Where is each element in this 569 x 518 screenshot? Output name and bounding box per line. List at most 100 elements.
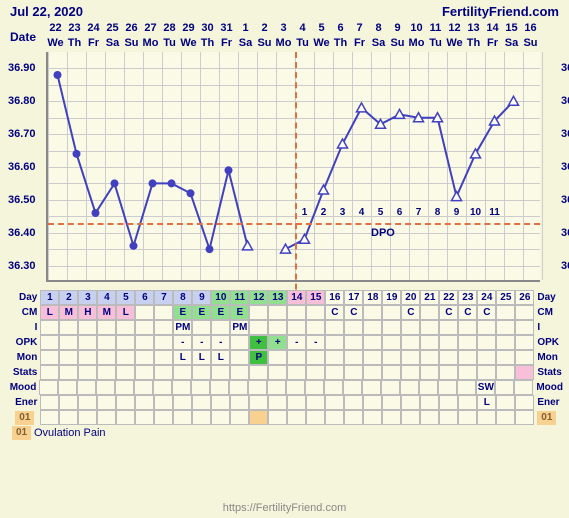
cell bbox=[40, 335, 59, 350]
row-label: Day bbox=[6, 292, 40, 303]
cell bbox=[363, 350, 382, 365]
dpo-number: 11 bbox=[485, 207, 504, 218]
date-header: 22 bbox=[46, 22, 65, 34]
cell bbox=[458, 350, 477, 365]
cell bbox=[325, 395, 344, 410]
cell bbox=[496, 335, 515, 350]
cell: + bbox=[268, 335, 287, 350]
date-header: 11 bbox=[426, 22, 445, 34]
cell bbox=[363, 365, 382, 380]
dow-header: Mo bbox=[141, 37, 160, 49]
y-tick: 36.70 bbox=[8, 128, 36, 140]
cell bbox=[381, 380, 400, 395]
cell bbox=[58, 380, 77, 395]
cell bbox=[514, 380, 533, 395]
dow-header: Su bbox=[521, 37, 540, 49]
cell bbox=[420, 335, 439, 350]
date-header: 24 bbox=[84, 22, 103, 34]
dow-header: We bbox=[179, 37, 198, 49]
cell bbox=[192, 395, 211, 410]
cell bbox=[344, 350, 363, 365]
cell bbox=[515, 350, 534, 365]
cell bbox=[401, 395, 420, 410]
cell bbox=[97, 410, 116, 425]
cell bbox=[267, 380, 286, 395]
cell bbox=[419, 380, 438, 395]
dow-header: Fr bbox=[217, 37, 236, 49]
cell bbox=[477, 335, 496, 350]
cell bbox=[97, 320, 116, 335]
cell bbox=[116, 320, 135, 335]
date-header: 16 bbox=[521, 22, 540, 34]
cell bbox=[78, 365, 97, 380]
cell bbox=[401, 410, 420, 425]
cell bbox=[39, 380, 58, 395]
cell bbox=[420, 395, 439, 410]
cell bbox=[268, 305, 287, 320]
note-badge: 01 bbox=[12, 426, 31, 440]
dpo-number: 1 bbox=[295, 207, 314, 218]
cell bbox=[40, 395, 59, 410]
cell bbox=[191, 380, 210, 395]
dow-header: Mo bbox=[274, 37, 293, 49]
dow-header: Th bbox=[331, 37, 350, 49]
date-header: 25 bbox=[103, 22, 122, 34]
dow-header: Fr bbox=[350, 37, 369, 49]
date-header: 2 bbox=[255, 22, 274, 34]
cell bbox=[344, 335, 363, 350]
cell: C bbox=[401, 305, 420, 320]
cell bbox=[496, 395, 515, 410]
dow-header: Sa bbox=[369, 37, 388, 49]
cell: M bbox=[59, 305, 78, 320]
cell: C bbox=[344, 305, 363, 320]
cell: C bbox=[325, 305, 344, 320]
row-label-right: Ener bbox=[534, 397, 563, 408]
cell bbox=[78, 410, 97, 425]
dow-header: Sa bbox=[103, 37, 122, 49]
cell bbox=[458, 410, 477, 425]
cell: 24 bbox=[477, 290, 496, 305]
bbt-chart: 1234567891011DPO bbox=[46, 52, 540, 282]
dow-header: Mo bbox=[407, 37, 426, 49]
date-header: 15 bbox=[502, 22, 521, 34]
cell: 16 bbox=[325, 290, 344, 305]
cell bbox=[382, 410, 401, 425]
cell bbox=[515, 335, 534, 350]
y-tick: 36.30 bbox=[8, 260, 36, 272]
y-tick: 36.40 bbox=[8, 227, 36, 239]
cell bbox=[439, 365, 458, 380]
cell bbox=[495, 380, 514, 395]
cell bbox=[249, 365, 268, 380]
cell bbox=[59, 395, 78, 410]
cell bbox=[249, 305, 268, 320]
footer-url: https://FertilityFriend.com bbox=[0, 502, 569, 514]
cell: 8 bbox=[173, 290, 192, 305]
row-label-right: Mood bbox=[533, 382, 563, 393]
cell bbox=[515, 365, 534, 380]
cell bbox=[154, 335, 173, 350]
header-date: Jul 22, 2020 bbox=[10, 4, 83, 19]
row-mood: MoodSWMood bbox=[6, 380, 563, 395]
y-tick: 36.80 bbox=[8, 95, 36, 107]
cell bbox=[401, 365, 420, 380]
note-indicator-row: 0101 bbox=[6, 410, 563, 425]
row-stats: Stats Stats bbox=[6, 365, 563, 380]
row-label: Stats bbox=[6, 367, 40, 378]
cell: H bbox=[78, 305, 97, 320]
cell bbox=[363, 335, 382, 350]
row-label-right: Stats bbox=[534, 367, 563, 378]
cell bbox=[325, 320, 344, 335]
cell bbox=[154, 350, 173, 365]
date-header: 5 bbox=[312, 22, 331, 34]
cell: 17 bbox=[344, 290, 363, 305]
row-label: CM bbox=[6, 307, 40, 318]
cell: 2 bbox=[59, 290, 78, 305]
cell bbox=[382, 365, 401, 380]
cell bbox=[306, 350, 325, 365]
cell: SW bbox=[476, 380, 495, 395]
cell bbox=[344, 365, 363, 380]
cell bbox=[97, 395, 116, 410]
cell bbox=[325, 410, 344, 425]
cell bbox=[439, 335, 458, 350]
cell bbox=[97, 350, 116, 365]
